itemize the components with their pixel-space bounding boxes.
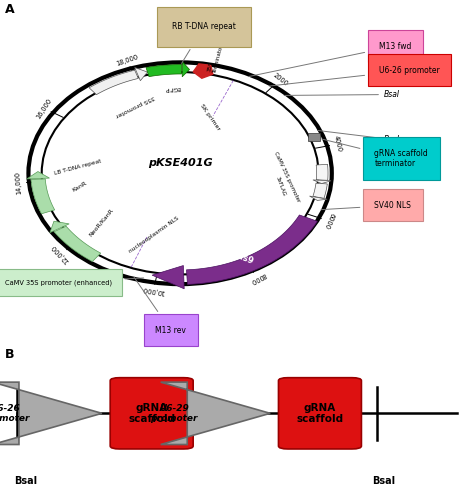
Text: nucleooplasmin NLS: nucleooplasmin NLS [128,216,180,254]
Polygon shape [182,62,190,77]
Text: 12,000: 12,000 [50,243,71,264]
Polygon shape [50,221,69,233]
Text: Cas9: Cas9 [231,250,255,267]
Text: 3xFLAG: 3xFLAG [275,176,287,198]
Text: BsaI: BsaI [372,476,395,486]
Text: KanR: KanR [71,181,88,193]
Polygon shape [27,172,49,179]
Polygon shape [310,196,327,200]
Text: 35S
Terminator: 35S Terminator [206,43,224,74]
Polygon shape [152,265,184,289]
Text: 14,000: 14,000 [14,171,22,195]
Text: CaMV 35S promoter: CaMV 35S promoter [273,151,301,203]
Text: RB T-DNA repeat: RB T-DNA repeat [172,22,236,63]
Circle shape [29,63,331,284]
Polygon shape [313,183,327,198]
Text: 4000: 4000 [333,135,343,153]
Text: gRNA
scaffold: gRNA scaffold [128,402,175,424]
Polygon shape [89,70,138,95]
Text: BsaI: BsaI [284,90,400,99]
FancyBboxPatch shape [110,378,193,449]
Text: pKSE401G: pKSE401G [148,158,212,168]
Text: NeoR/KanR: NeoR/KanR [88,208,115,238]
Text: M13 fwd: M13 fwd [248,42,411,77]
Text: LB T-DNA repeat: LB T-DNA repeat [54,158,102,176]
Polygon shape [31,179,55,214]
Polygon shape [54,226,100,261]
Polygon shape [135,67,147,81]
Text: B: B [5,348,14,361]
Text: 18,000: 18,000 [116,54,139,67]
Text: SV40 NLS: SV40 NLS [321,201,411,210]
Text: gRNA
scaffold: gRNA scaffold [296,402,344,424]
Text: U6-26 promoter: U6-26 promoter [269,66,440,86]
Text: BsaI: BsaI [14,476,37,486]
Text: U6-26
promoter: U6-26 promoter [0,403,29,423]
Polygon shape [146,65,182,77]
FancyBboxPatch shape [308,133,320,141]
Polygon shape [0,382,102,445]
Text: 6000: 6000 [323,212,335,230]
Text: U6-29
promoter: U6-29 promoter [150,403,198,423]
Text: BsaI: BsaI [318,131,400,144]
Polygon shape [161,382,270,445]
Text: 35S promoter: 35S promoter [114,95,155,118]
Text: M13 rev: M13 rev [134,277,186,335]
Text: 16,000: 16,000 [35,97,53,120]
FancyBboxPatch shape [279,378,361,449]
Text: 2000: 2000 [272,72,289,87]
Text: A: A [5,3,14,16]
Text: SK primer: SK primer [199,103,220,131]
Text: 10,000: 10,000 [141,286,165,296]
Polygon shape [316,164,328,180]
Text: 8000: 8000 [248,271,266,285]
Text: CaMV 35S promoter (enhanced): CaMV 35S promoter (enhanced) [5,278,144,286]
Polygon shape [313,180,331,184]
Text: gRNA scaffold
terminator: gRNA scaffold terminator [322,139,428,168]
Text: EGFP: EGFP [164,85,181,91]
Polygon shape [186,215,318,284]
